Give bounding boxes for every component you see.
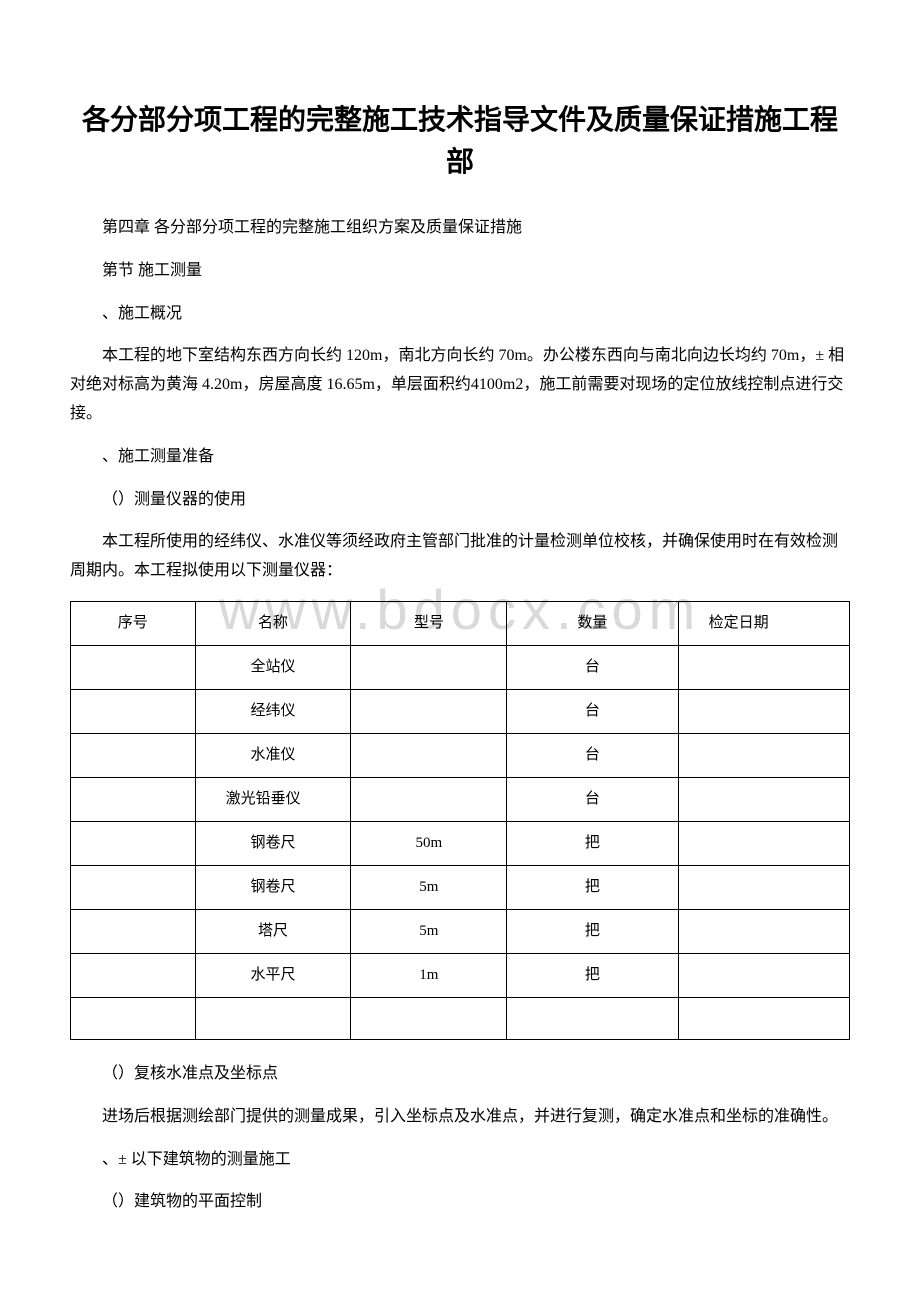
item-plane-control: （）建筑物的平面控制	[70, 1188, 850, 1217]
document-content: 各分部分项工程的完整施工技术指导文件及质量保证措施工程部 第四章 各分部分项工程…	[70, 100, 850, 1217]
cell	[351, 689, 507, 733]
document-title: 各分部分项工程的完整施工技术指导文件及质量保证措施工程部	[70, 100, 850, 184]
table-row: 水平尺 1m 把	[71, 953, 850, 997]
table-row: 塔尺 5m 把	[71, 909, 850, 953]
cell	[71, 865, 196, 909]
cell	[71, 953, 196, 997]
table-row: 钢卷尺 50m 把	[71, 821, 850, 865]
th-qty: 数量	[507, 601, 678, 645]
subsection-1: 、施工概况	[70, 300, 850, 329]
cell	[678, 953, 849, 997]
cell: 50m	[351, 821, 507, 865]
cell	[71, 821, 196, 865]
table-row: 经纬仪 台	[71, 689, 850, 733]
cell: 水准仪	[195, 733, 351, 777]
cell: 5m	[351, 865, 507, 909]
th-name: 名称	[195, 601, 351, 645]
cell	[71, 777, 196, 821]
cell	[678, 997, 849, 1039]
cell	[678, 821, 849, 865]
cell	[351, 733, 507, 777]
chapter-heading: 第四章 各分部分项工程的完整施工组织方案及质量保证措施	[70, 214, 850, 243]
cell: 全站仪	[195, 645, 351, 689]
cell	[71, 689, 196, 733]
table-row: 钢卷尺 5m 把	[71, 865, 850, 909]
cell: 激光铅垂仪	[195, 777, 351, 821]
th-seq: 序号	[71, 601, 196, 645]
cell: 把	[507, 953, 678, 997]
table-row: 激光铅垂仪 台	[71, 777, 850, 821]
table-row: 全站仪 台	[71, 645, 850, 689]
cell	[71, 645, 196, 689]
cell: 塔尺	[195, 909, 351, 953]
instruments-table: 序号 名称 型号 数量 检定日期 全站仪 台 经纬仪 台 水准仪 台	[70, 601, 850, 1040]
cell	[351, 645, 507, 689]
cell	[507, 997, 678, 1039]
cell	[678, 645, 849, 689]
table-row	[71, 997, 850, 1039]
th-model: 型号	[351, 601, 507, 645]
subsection-3: 、± 以下建筑物的测量施工	[70, 1146, 850, 1175]
cell	[351, 777, 507, 821]
cell: 5m	[351, 909, 507, 953]
cell	[71, 733, 196, 777]
cell: 把	[507, 865, 678, 909]
instruments-paragraph: 本工程所使用的经纬仪、水准仪等须经政府主管部门批准的计量检测单位校核，并确保使用…	[70, 528, 850, 586]
cell: 台	[507, 777, 678, 821]
section-heading: 第节 施工测量	[70, 257, 850, 286]
cell	[71, 909, 196, 953]
cell: 台	[507, 689, 678, 733]
cell: 把	[507, 909, 678, 953]
cell: 钢卷尺	[195, 821, 351, 865]
cell: 1m	[351, 953, 507, 997]
item-instruments: （）测量仪器的使用	[70, 486, 850, 515]
cell	[678, 909, 849, 953]
cell: 钢卷尺	[195, 865, 351, 909]
cell	[678, 865, 849, 909]
cell	[71, 997, 196, 1039]
table-header-row: 序号 名称 型号 数量 检定日期	[71, 601, 850, 645]
cell: 水平尺	[195, 953, 351, 997]
cell	[678, 777, 849, 821]
th-date: 检定日期	[678, 601, 849, 645]
cell: 台	[507, 733, 678, 777]
cell: 把	[507, 821, 678, 865]
cell	[351, 997, 507, 1039]
cell: 经纬仪	[195, 689, 351, 733]
cell	[195, 997, 351, 1039]
cell	[678, 733, 849, 777]
overview-paragraph: 本工程的地下室结构东西方向长约 120m，南北方向长约 70m。办公楼东西向与南…	[70, 342, 850, 428]
table-row: 水准仪 台	[71, 733, 850, 777]
subsection-2: 、施工测量准备	[70, 443, 850, 472]
cell	[678, 689, 849, 733]
benchmark-paragraph: 进场后根据测绘部门提供的测量成果，引入坐标点及水准点，并进行复测，确定水准点和坐…	[70, 1103, 850, 1132]
item-benchmark: （）复核水准点及坐标点	[70, 1060, 850, 1089]
cell: 台	[507, 645, 678, 689]
